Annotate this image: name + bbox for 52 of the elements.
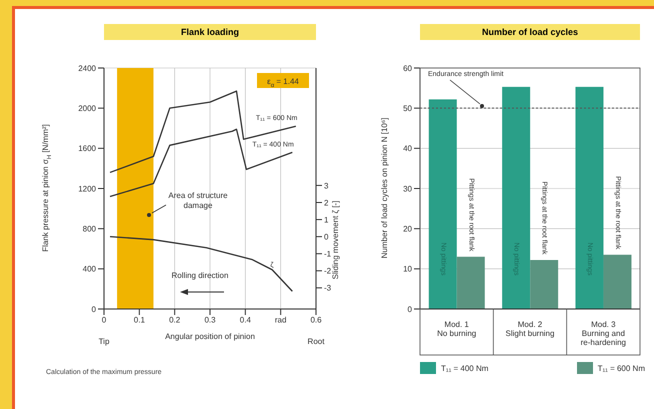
- x-axis-title: Angular position of pinion: [165, 332, 255, 341]
- y-tick-label: 2400: [78, 64, 97, 73]
- y2-tick-label: -1: [324, 250, 332, 259]
- y-tick-label: 1600: [78, 144, 97, 154]
- legend-label: T₁₁ = 600 Nm: [598, 364, 645, 372]
- y2-tick-label: 0: [324, 232, 329, 242]
- y2-tick-label: -2: [324, 266, 332, 276]
- y2-tick-label: 2: [324, 198, 329, 208]
- y-tick-label: 800: [82, 224, 97, 234]
- line-series: [109, 128, 293, 198]
- y-tick-label: 30: [403, 184, 413, 194]
- x-tick-label: 0.2: [169, 316, 181, 325]
- x-tick-label: 0.1: [134, 316, 146, 325]
- x-tick-label: rad: [274, 316, 286, 325]
- y-tick-label: 60: [403, 64, 413, 73]
- y-tick-label: 20: [403, 224, 413, 234]
- y2-tick-label: -3: [324, 284, 332, 293]
- x-tick-label: 0.3: [204, 316, 216, 325]
- annotation: ε$_{α}$ = 1.44: [267, 77, 300, 89]
- x-tick-label: 0: [102, 316, 107, 325]
- y-tick-label: 0: [92, 304, 97, 314]
- bar: [603, 254, 632, 309]
- y-tick-label: 0: [408, 304, 413, 314]
- line-series: [109, 236, 293, 292]
- text: Root: [308, 337, 326, 346]
- x-tick-label: Mod. 2 Slight burning: [506, 320, 554, 338]
- y-tick-label: 40: [403, 144, 413, 154]
- bar: [502, 86, 530, 309]
- y-tick-label: 10: [403, 264, 413, 274]
- x-tick-label: Mod. 3 Burning and re-hardening: [580, 320, 626, 347]
- y2-axis-title: Sliding movement ζ [-]: [331, 200, 340, 280]
- text: Tip: [98, 337, 110, 346]
- annotation: Rolling direction: [172, 271, 228, 280]
- chart-title: Flank loading: [104, 24, 316, 40]
- x-tick-label: 0.4: [240, 316, 252, 325]
- line-series: [109, 90, 297, 174]
- bar: [456, 256, 485, 309]
- y2-tick-label: 3: [324, 181, 329, 190]
- y-tick-label: 50: [403, 104, 413, 114]
- y-axis-title: Number of load cycles on pinion N [10⁶]: [380, 118, 389, 258]
- bar: [530, 260, 558, 309]
- chart-title: Number of load cycles: [420, 24, 640, 40]
- bar: [428, 99, 457, 309]
- bar: [575, 86, 604, 309]
- y-tick-label: 400: [82, 264, 97, 274]
- y2-tick-label: 1: [324, 215, 329, 224]
- x-tick-label: 0.6: [310, 316, 322, 325]
- y-tick-label: 1200: [78, 184, 97, 194]
- y-tick-label: 2000: [78, 104, 97, 114]
- annotation: Area of structure damage: [168, 191, 228, 210]
- x-tick-label: Mod. 1 No burning: [437, 320, 476, 338]
- legend-label: T₁₁ = 400 Nm: [441, 364, 488, 372]
